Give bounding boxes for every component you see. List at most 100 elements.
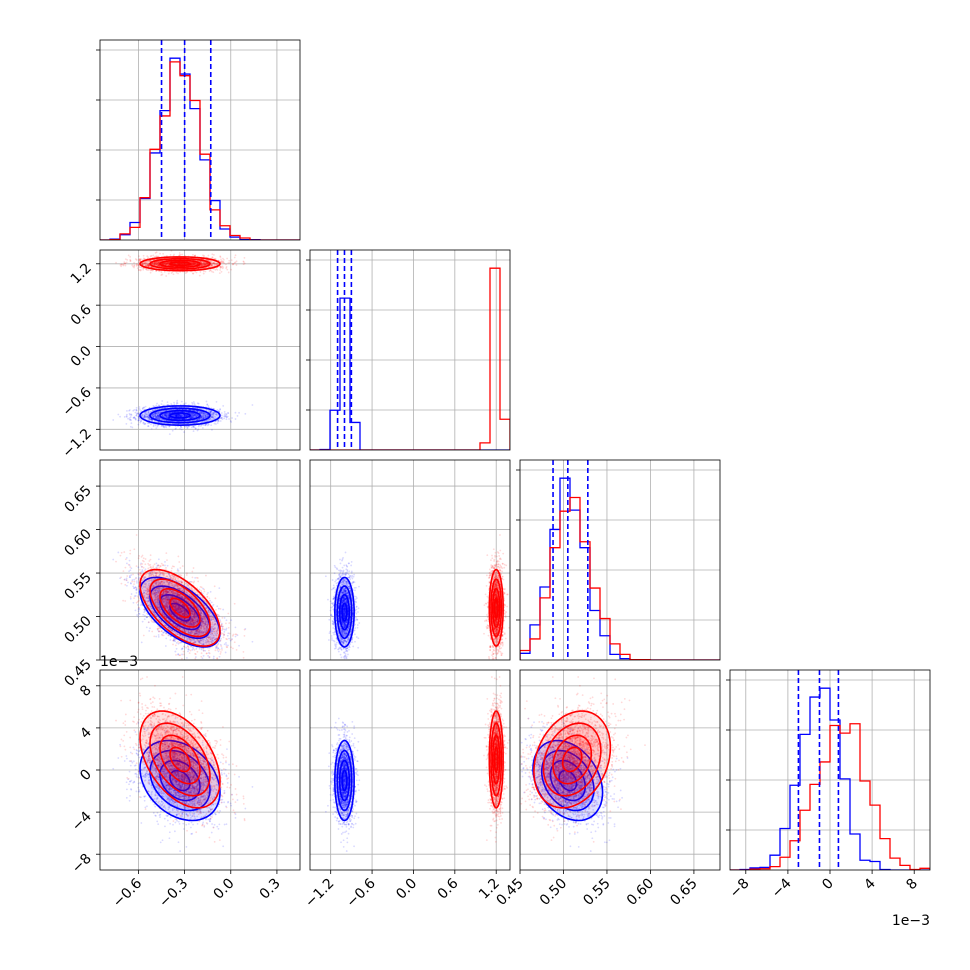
sample-point (157, 415, 160, 417)
sample-point (200, 416, 203, 418)
sample-point (156, 412, 159, 415)
sample-point (212, 412, 214, 415)
sample-point (176, 415, 178, 417)
sample-point (130, 413, 133, 416)
sample-point (145, 261, 148, 264)
sample-point (167, 417, 170, 419)
sample-point (157, 412, 160, 415)
sample-point (216, 420, 219, 422)
sample-point (203, 261, 206, 264)
sample-point (175, 413, 178, 416)
sample-point (219, 255, 222, 258)
sample-point (153, 263, 156, 266)
sample-point (230, 259, 233, 262)
sample-point (209, 411, 212, 414)
sample-point (221, 261, 223, 264)
sample-point (158, 407, 161, 410)
sample-point (202, 417, 205, 420)
sample-point (192, 430, 195, 433)
sample-point (203, 263, 206, 265)
sample-point (205, 400, 208, 403)
sample-point (200, 265, 202, 267)
sample-point (193, 415, 196, 417)
sample-point (195, 415, 198, 418)
sample-point (203, 262, 206, 265)
sample-point (157, 261, 159, 264)
sample-point (221, 260, 224, 263)
sample-point (181, 414, 183, 416)
sample-point (198, 588, 201, 591)
sample-point (192, 263, 194, 266)
sample-point (127, 417, 129, 420)
sample-point (185, 414, 188, 417)
sample-point (147, 412, 150, 414)
sample-point (184, 414, 187, 417)
sample-point (180, 263, 183, 265)
sample-point (156, 264, 159, 267)
sample-point (192, 414, 194, 417)
sample-point (168, 433, 171, 436)
sample-point (227, 412, 230, 415)
sample-point (137, 615, 140, 618)
sample-point (200, 262, 203, 265)
sample-point (191, 253, 194, 256)
sample-point (132, 416, 135, 419)
sample-point (155, 263, 158, 266)
sample-point (173, 414, 176, 417)
sample-point (165, 261, 168, 264)
sample-point (154, 261, 156, 264)
sample-point (165, 263, 168, 265)
sample-point (197, 410, 199, 413)
sample-point (205, 416, 207, 418)
sample-point (211, 413, 214, 416)
sample-point (202, 416, 204, 419)
sample-point (166, 401, 169, 404)
sample-point (207, 262, 210, 265)
sample-point (154, 414, 157, 417)
sample-point (190, 262, 193, 265)
sample-point (149, 627, 151, 630)
sample-point (163, 414, 166, 417)
sample-point (144, 415, 147, 418)
sample-point (155, 255, 158, 258)
sample-point (193, 419, 196, 422)
sample-point (168, 413, 170, 415)
sample-point (212, 271, 215, 274)
sample-point (192, 426, 195, 428)
sample-point (210, 414, 213, 417)
sample-point (162, 413, 164, 416)
sample-point (215, 423, 217, 425)
sample-point (180, 400, 183, 403)
sample-point (161, 418, 163, 421)
sample-point (160, 271, 163, 274)
sample-point (200, 416, 203, 418)
sample-point (112, 419, 115, 421)
sample-point (196, 414, 199, 416)
sample-point (144, 405, 147, 408)
histogram-series-0 (310, 297, 510, 450)
sample-point (156, 263, 159, 265)
sample-point (140, 419, 143, 422)
sample-point (177, 263, 180, 265)
sample-point (190, 416, 193, 419)
sample-point (198, 265, 201, 268)
sample-point (178, 414, 181, 417)
sample-point (141, 262, 144, 265)
sample-point (204, 414, 207, 417)
sample-point (216, 422, 219, 424)
sample-point (142, 421, 145, 424)
sample-point (196, 410, 198, 412)
sample-point (137, 419, 140, 422)
sample-point (212, 414, 215, 417)
sample-point (158, 264, 160, 267)
sample-point (142, 613, 145, 616)
sample-point (251, 404, 254, 406)
sample-point (202, 412, 205, 415)
sample-point (155, 417, 158, 419)
sample-point (201, 412, 204, 415)
sample-point (138, 406, 141, 408)
sample-point (190, 414, 193, 417)
sample-point (138, 407, 141, 410)
sample-point (173, 415, 176, 417)
sample-point (165, 414, 167, 417)
